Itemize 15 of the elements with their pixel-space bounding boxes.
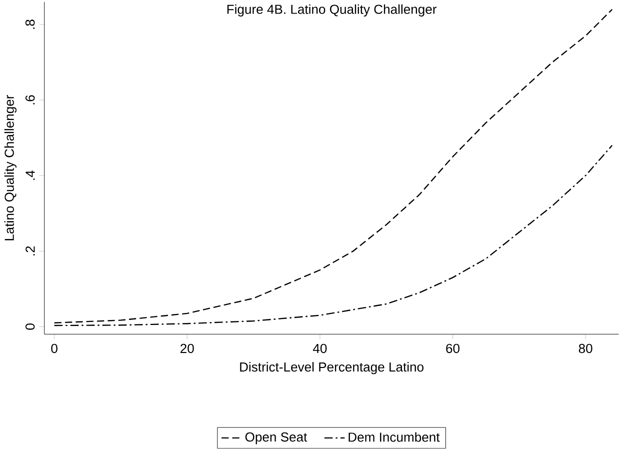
y-tick-label: .2 [26,246,35,256]
y-tick-label: 0 [25,324,35,330]
x-tick-label: 20 [180,344,194,354]
x-tick-label: 80 [578,344,592,354]
x-axis-title: District-Level Percentage Latino [240,362,424,374]
y-axis-title: Latino Quality Challenger [4,95,17,240]
x-tick-label: 60 [446,344,460,354]
y-tick-label: .8 [25,20,35,29]
x-tick-label: 40 [312,344,327,354]
y-tick-label: .4 [26,170,35,180]
y-tick-label: .6 [25,95,35,105]
chart-title: Figure 4B. Latino Quality Challenger [227,4,437,17]
legend-label: Open Seat [245,432,308,444]
x-tick-label: 0 [51,344,58,354]
legend-label: Dem Incumbent [348,432,440,442]
